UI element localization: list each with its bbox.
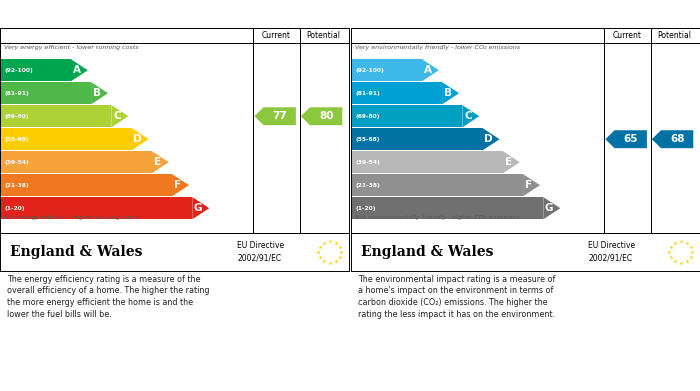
Bar <box>351 82 442 104</box>
Text: 68: 68 <box>670 134 685 144</box>
Text: Potential: Potential <box>307 31 341 40</box>
Polygon shape <box>71 59 88 81</box>
Text: G: G <box>194 203 202 213</box>
Text: (55-68): (55-68) <box>355 137 379 142</box>
Text: E: E <box>505 157 512 167</box>
Bar <box>0 82 91 104</box>
Text: Potential: Potential <box>658 31 692 40</box>
Polygon shape <box>503 151 520 173</box>
Text: Not environmentally friendly - higher CO₂ emissions: Not environmentally friendly - higher CO… <box>355 215 520 220</box>
Text: B: B <box>444 88 452 98</box>
Text: Current: Current <box>613 31 642 40</box>
Text: 80: 80 <box>319 111 333 121</box>
Polygon shape <box>462 105 480 127</box>
Text: C: C <box>465 111 472 121</box>
Text: EU Directive
2002/91/EC: EU Directive 2002/91/EC <box>237 241 284 263</box>
Text: 77: 77 <box>272 111 287 121</box>
Polygon shape <box>482 128 500 150</box>
Text: C: C <box>113 111 121 121</box>
Text: (92-100): (92-100) <box>4 68 33 73</box>
Text: B: B <box>93 88 101 98</box>
Bar <box>0 174 172 196</box>
Bar <box>0 197 193 219</box>
Polygon shape <box>152 151 169 173</box>
Text: (81-91): (81-91) <box>4 91 29 96</box>
Text: Very environmentally friendly - lower CO₂ emissions: Very environmentally friendly - lower CO… <box>355 45 520 50</box>
Polygon shape <box>543 197 560 219</box>
Polygon shape <box>91 82 108 104</box>
Polygon shape <box>193 197 209 219</box>
Polygon shape <box>172 174 189 196</box>
Text: (55-68): (55-68) <box>4 137 29 142</box>
Bar <box>0 59 71 81</box>
Text: D: D <box>133 134 142 144</box>
Text: (21-38): (21-38) <box>355 183 380 188</box>
Text: (69-80): (69-80) <box>4 114 29 119</box>
Text: The environmental impact rating is a measure of
a home's impact on the environme: The environmental impact rating is a mea… <box>358 274 555 319</box>
Polygon shape <box>606 130 647 148</box>
Polygon shape <box>132 128 148 150</box>
Text: (21-38): (21-38) <box>4 183 29 188</box>
Text: Not energy efficient - higher running costs: Not energy efficient - higher running co… <box>4 215 139 220</box>
Bar <box>351 174 523 196</box>
Text: F: F <box>526 180 533 190</box>
Bar <box>0 151 152 173</box>
Text: EU Directive
2002/91/EC: EU Directive 2002/91/EC <box>588 241 636 263</box>
Bar <box>351 105 462 127</box>
Bar <box>0 128 132 150</box>
Text: Environmental Impact (CO₂) Rating: Environmental Impact (CO₂) Rating <box>356 7 588 20</box>
Text: A: A <box>424 65 432 75</box>
Polygon shape <box>111 105 128 127</box>
Polygon shape <box>301 107 342 125</box>
Bar <box>351 59 422 81</box>
Text: (92-100): (92-100) <box>355 68 384 73</box>
Text: F: F <box>174 180 181 190</box>
Polygon shape <box>442 82 459 104</box>
Text: Current: Current <box>262 31 291 40</box>
Polygon shape <box>254 107 296 125</box>
Text: England & Wales: England & Wales <box>361 245 494 259</box>
Text: A: A <box>73 65 80 75</box>
Text: Energy Efficiency Rating: Energy Efficiency Rating <box>5 7 167 20</box>
Text: England & Wales: England & Wales <box>10 245 143 259</box>
Polygon shape <box>422 59 439 81</box>
Text: (81-91): (81-91) <box>355 91 380 96</box>
Polygon shape <box>523 174 540 196</box>
Polygon shape <box>652 130 693 148</box>
Bar <box>351 151 503 173</box>
Text: G: G <box>545 203 554 213</box>
Bar <box>0 105 111 127</box>
Text: Very energy efficient - lower running costs: Very energy efficient - lower running co… <box>4 45 139 50</box>
Text: (1-20): (1-20) <box>4 206 25 211</box>
Text: The energy efficiency rating is a measure of the
overall efficiency of a home. T: The energy efficiency rating is a measur… <box>7 274 209 319</box>
Text: (39-54): (39-54) <box>4 160 29 165</box>
Bar <box>351 197 543 219</box>
Text: (69-80): (69-80) <box>355 114 379 119</box>
Text: E: E <box>154 157 161 167</box>
Bar <box>351 128 482 150</box>
Text: 65: 65 <box>624 134 638 144</box>
Text: D: D <box>484 134 493 144</box>
Text: (39-54): (39-54) <box>355 160 380 165</box>
Text: (1-20): (1-20) <box>355 206 376 211</box>
